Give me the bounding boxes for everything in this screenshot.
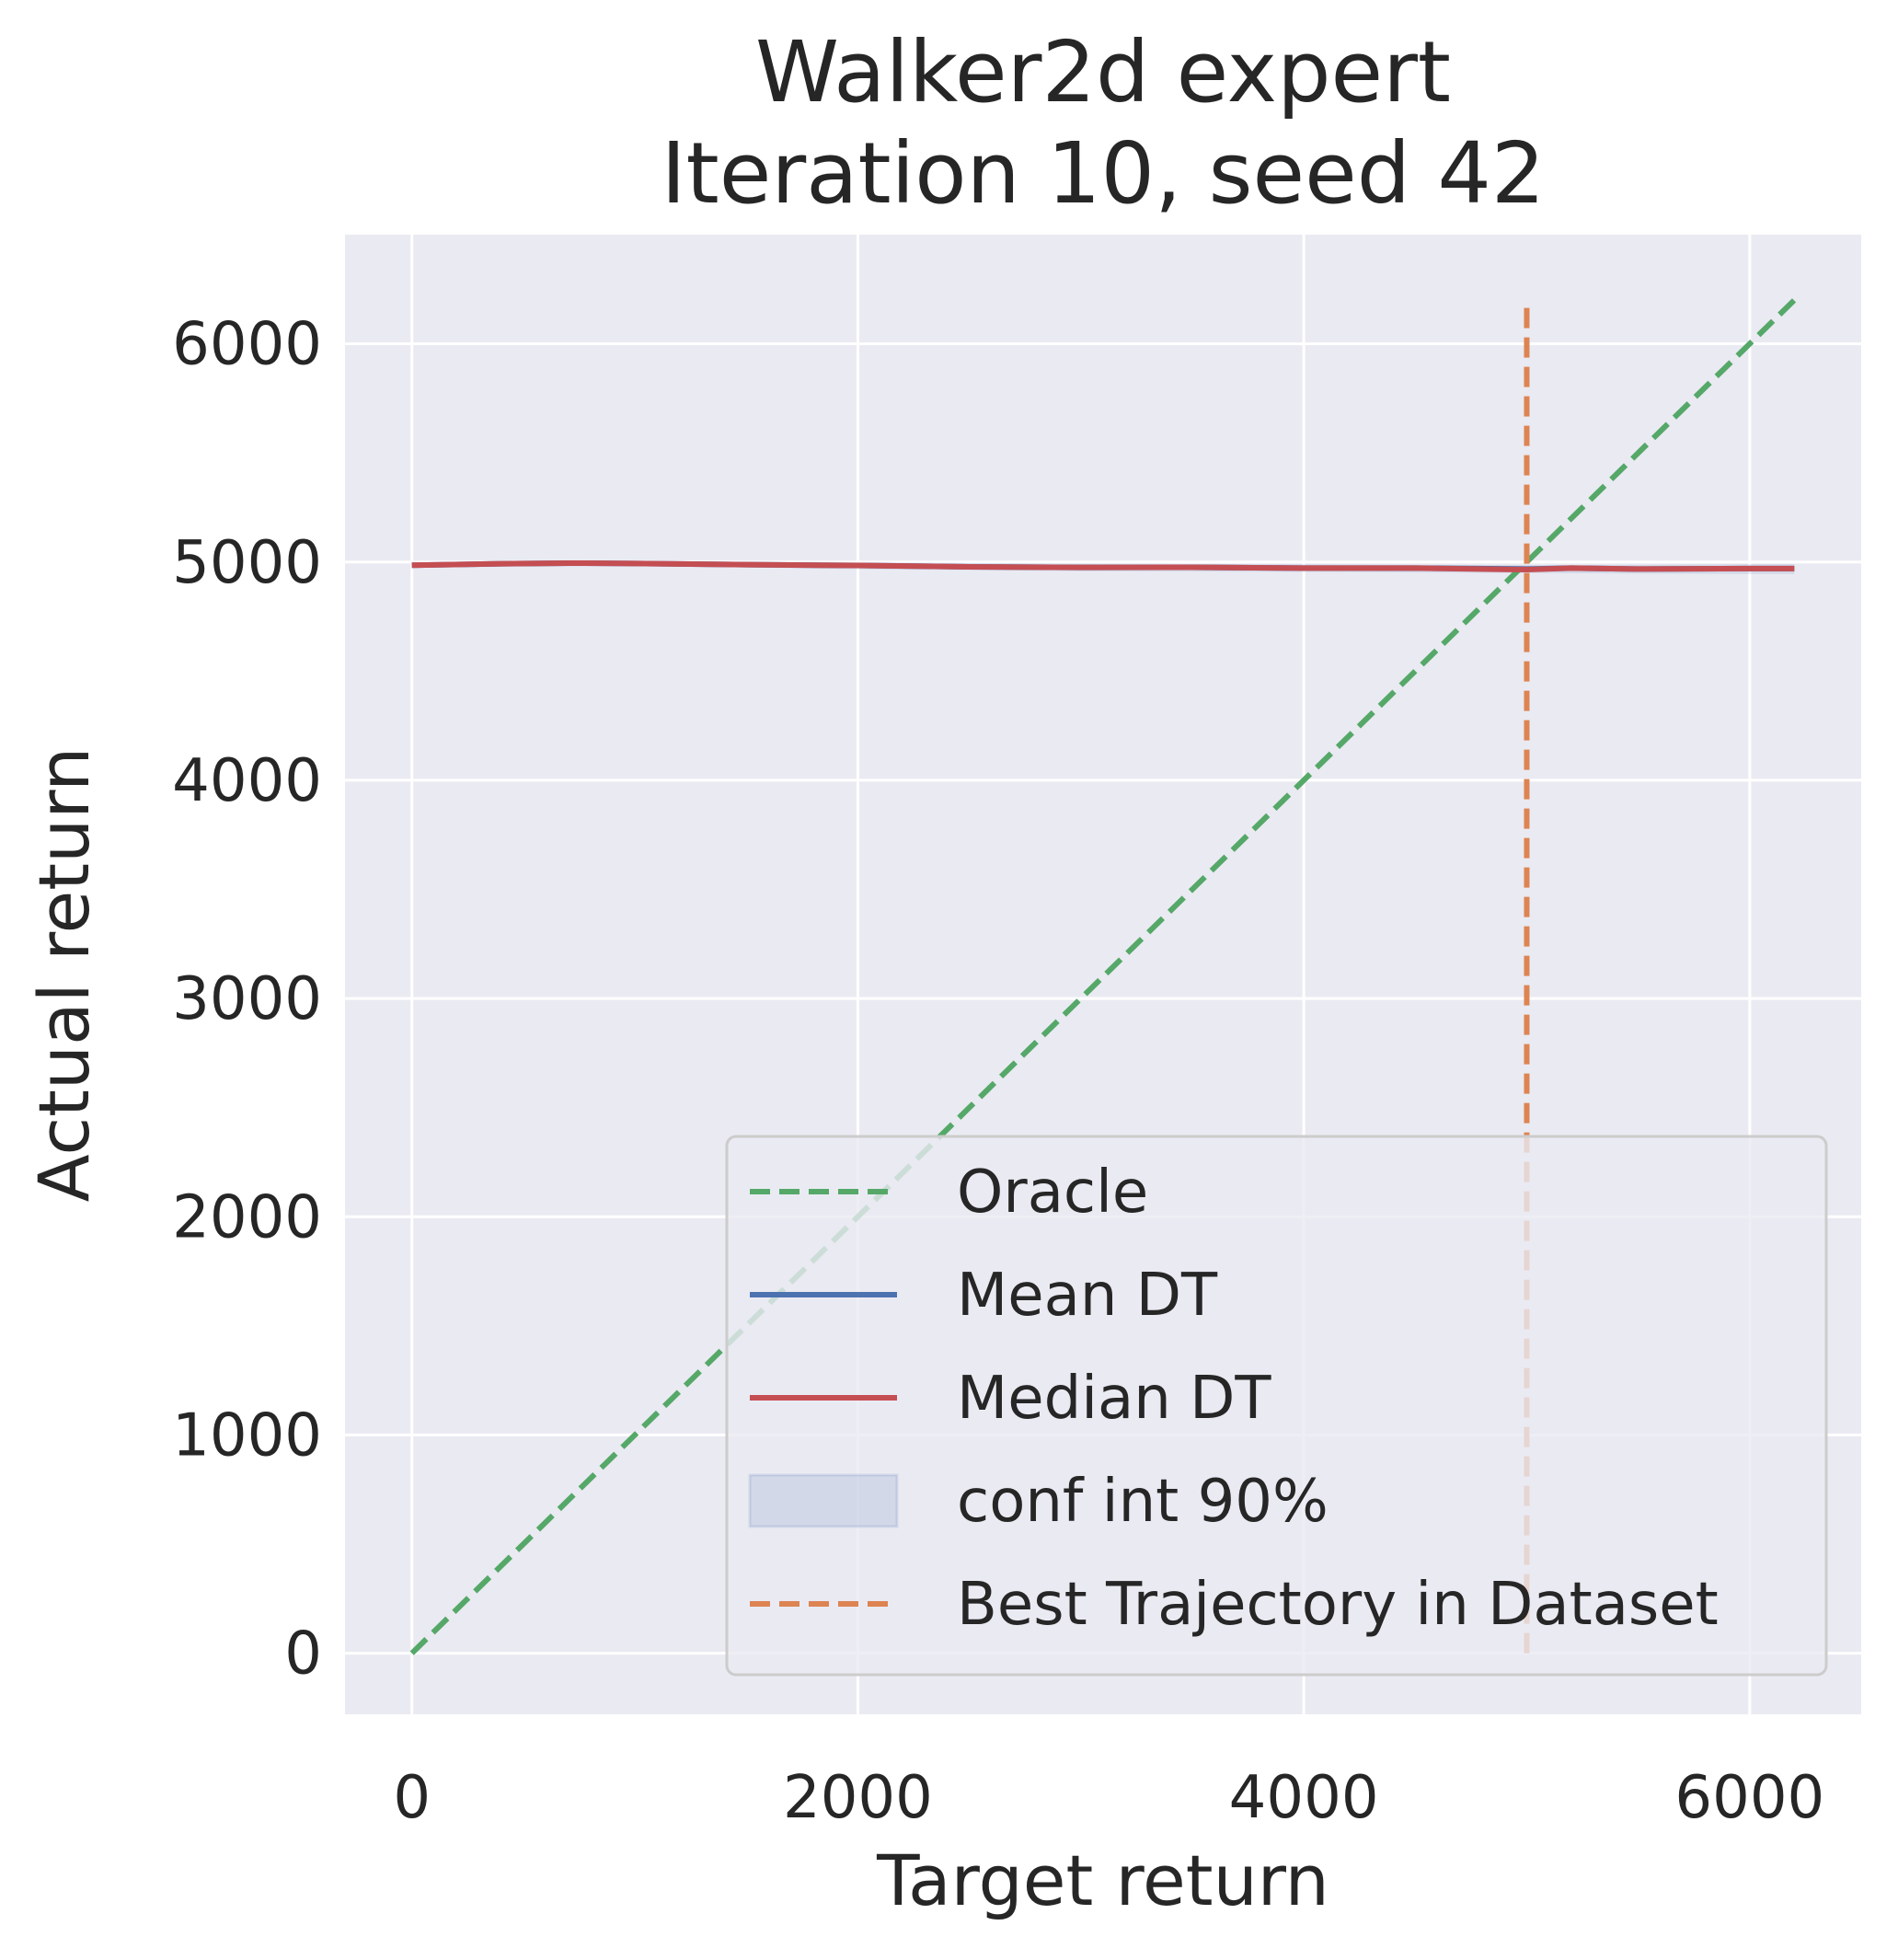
x-tick-label: 2000: [783, 1764, 933, 1832]
chart-subtitle: Iteration 10, seed 42: [661, 124, 1546, 223]
legend-label: Best Trajectory in Dataset: [957, 1571, 1719, 1639]
y-tick-label: 6000: [172, 311, 322, 379]
y-tick-label: 3000: [172, 965, 322, 1033]
legend-label: Median DT: [957, 1365, 1271, 1433]
chart-title: Walker2d expert: [755, 23, 1451, 121]
y-tick-label: 2000: [172, 1183, 322, 1251]
x-tick-labels: 0 2000 4000 6000: [393, 1764, 1824, 1832]
legend-label: Oracle: [957, 1159, 1148, 1227]
y-tick-labels: 0 1000 2000 3000 4000 5000 6000: [172, 311, 322, 1689]
x-tick-label: 0: [393, 1764, 431, 1832]
legend-label: conf int 90%: [957, 1468, 1329, 1536]
y-tick-label: 0: [284, 1620, 322, 1689]
median-dt-line: [411, 559, 1795, 573]
legend-swatch: [748, 1473, 899, 1528]
legend-box: [725, 1135, 1828, 1677]
y-tick-label: 5000: [172, 529, 322, 597]
plot-content: [409, 298, 1797, 1655]
grid: [345, 235, 1861, 1714]
legend-label: Mean DT: [957, 1262, 1218, 1330]
x-tick-label: 6000: [1674, 1764, 1824, 1832]
y-tick-label: 4000: [172, 747, 322, 815]
x-axis-label: Target return: [876, 1839, 1329, 1921]
legend: Oracle Mean DT Median DT conf int 90% Best T…: [725, 1135, 1828, 1677]
y-axis-label: Actual return: [23, 747, 105, 1203]
y-tick-label: 1000: [172, 1401, 322, 1470]
x-tick-label: 4000: [1229, 1764, 1379, 1832]
